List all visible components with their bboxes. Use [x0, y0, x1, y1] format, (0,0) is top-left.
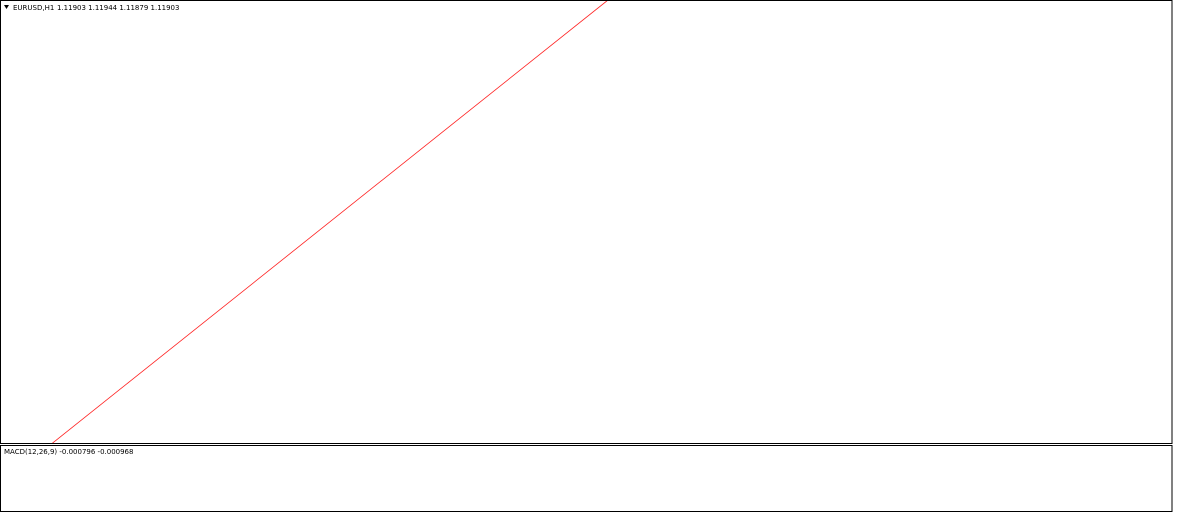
chart-title: EURUSD,H1: [13, 4, 54, 12]
main-panel-border: [0, 0, 1173, 444]
macd-title: MACD(12,26,9) -0.000796 -0.000968: [4, 448, 133, 456]
macd-panel-border: [0, 445, 1173, 512]
symbol-menu-arrow: [4, 5, 9, 9]
chart-subtitle: 1.11903 1.11944 1.11879 1.11903: [57, 4, 179, 12]
trend-line: [52, 0, 609, 443]
